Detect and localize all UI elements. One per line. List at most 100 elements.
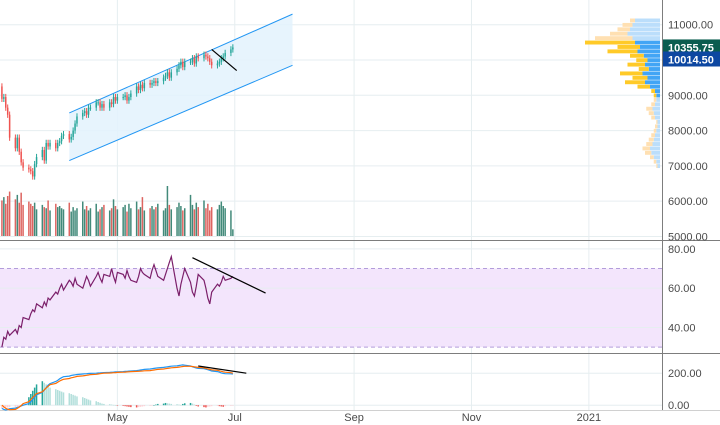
candle-body[interactable]	[130, 93, 132, 98]
volume-profile-down-row	[646, 142, 653, 146]
candle-body[interactable]	[56, 142, 59, 149]
price-trendline[interactable]	[211, 48, 238, 72]
candle-body[interactable]	[209, 58, 211, 62]
candle-body[interactable]	[205, 54, 207, 57]
candle-body[interactable]	[224, 52, 226, 57]
candle-body[interactable]	[232, 47, 234, 50]
candle-body[interactable]	[47, 142, 49, 147]
candle-body[interactable]	[189, 61, 192, 63]
candle-body[interactable]	[207, 56, 209, 59]
candle-body[interactable]	[95, 102, 97, 108]
candle-body[interactable]	[139, 84, 142, 90]
candle-body[interactable]	[43, 150, 46, 161]
candle-body[interactable]	[112, 97, 115, 105]
candle-body[interactable]	[162, 77, 165, 82]
candle-body[interactable]	[182, 61, 184, 68]
candle-body[interactable]	[216, 63, 219, 66]
candle-body[interactable]	[22, 162, 24, 168]
candle-body[interactable]	[1, 86, 3, 99]
candle-body[interactable]	[230, 49, 232, 53]
candle-body[interactable]	[35, 157, 38, 165]
volume-profile-down-row	[642, 146, 650, 151]
candle-body[interactable]	[87, 107, 90, 115]
volume-bar	[166, 186, 169, 236]
candle-body[interactable]	[99, 102, 101, 108]
candle-body[interactable]	[74, 123, 76, 131]
candle-body[interactable]	[128, 97, 130, 101]
candle-body[interactable]	[85, 111, 88, 115]
candle-body[interactable]	[16, 137, 19, 149]
candle-body[interactable]	[220, 58, 223, 62]
volume-bar	[30, 203, 32, 236]
candle-body[interactable]	[126, 95, 128, 101]
candle-body[interactable]	[203, 54, 205, 59]
candle-body[interactable]	[168, 72, 171, 78]
candle-body[interactable]	[58, 141, 61, 143]
candle-body[interactable]	[183, 61, 186, 68]
candle-body[interactable]	[197, 56, 199, 59]
candle-body[interactable]	[195, 56, 198, 64]
candle-body[interactable]	[157, 81, 159, 83]
candle-body[interactable]	[62, 134, 65, 136]
candle-body[interactable]	[97, 102, 99, 104]
candle-body[interactable]	[103, 104, 105, 108]
macd-histogram-bar	[8, 405, 11, 408]
channel-lower-line[interactable]	[69, 64, 293, 162]
candle-body[interactable]	[68, 134, 71, 140]
candle-body[interactable]	[135, 86, 138, 94]
candle-body[interactable]	[45, 142, 47, 161]
candle-body[interactable]	[18, 137, 20, 152]
candle-body[interactable]	[110, 102, 113, 105]
candle-body[interactable]	[149, 82, 151, 85]
candle-body[interactable]	[28, 167, 30, 170]
candle-body[interactable]	[89, 107, 92, 109]
candle-body[interactable]	[210, 61, 213, 66]
candle-body[interactable]	[193, 58, 196, 64]
candle-body[interactable]	[101, 104, 103, 108]
candle-body[interactable]	[108, 102, 111, 108]
candle-body[interactable]	[30, 169, 32, 172]
candle-body[interactable]	[141, 84, 144, 89]
candle-body[interactable]	[31, 171, 34, 177]
candle-body[interactable]	[82, 112, 84, 117]
candle-body[interactable]	[114, 97, 117, 101]
candle-body[interactable]	[143, 82, 146, 89]
candle-body[interactable]	[55, 142, 57, 149]
candle-body[interactable]	[122, 97, 124, 99]
candle-body[interactable]	[49, 142, 51, 147]
candle-body[interactable]	[170, 72, 173, 78]
candle-body[interactable]	[76, 116, 78, 124]
candle-body[interactable]	[164, 75, 167, 78]
candle-body[interactable]	[153, 81, 155, 83]
candle-body[interactable]	[155, 81, 157, 83]
candle-body[interactable]	[222, 56, 224, 59]
candle-body[interactable]	[72, 130, 74, 137]
candle-body[interactable]	[124, 95, 126, 98]
candle-body[interactable]	[41, 150, 44, 158]
candle-body[interactable]	[20, 151, 22, 163]
candle-body[interactable]	[151, 82, 153, 85]
volume-profile-down-row	[617, 45, 640, 49]
candle-body[interactable]	[166, 72, 169, 76]
rsi-trendline[interactable]	[192, 257, 266, 294]
candle-body[interactable]	[33, 164, 36, 177]
candle-body[interactable]	[14, 137, 17, 149]
candle-body[interactable]	[116, 97, 119, 101]
candle-body[interactable]	[218, 61, 221, 64]
candle-body[interactable]	[8, 114, 11, 138]
candle-body[interactable]	[137, 86, 140, 90]
macd-trendline[interactable]	[198, 365, 247, 374]
candle-body[interactable]	[191, 58, 194, 62]
candle-body[interactable]	[60, 135, 63, 142]
volume-bar	[222, 206, 224, 236]
candle-body[interactable]	[3, 97, 5, 99]
candle-body[interactable]	[176, 68, 178, 73]
candle-body[interactable]	[178, 65, 180, 69]
candle-body[interactable]	[6, 107, 9, 115]
candle-body[interactable]	[83, 111, 86, 113]
candle-body[interactable]	[5, 97, 7, 108]
candle-body[interactable]	[180, 61, 182, 66]
candle-body[interactable]	[70, 136, 72, 140]
volume-bar	[110, 208, 113, 236]
